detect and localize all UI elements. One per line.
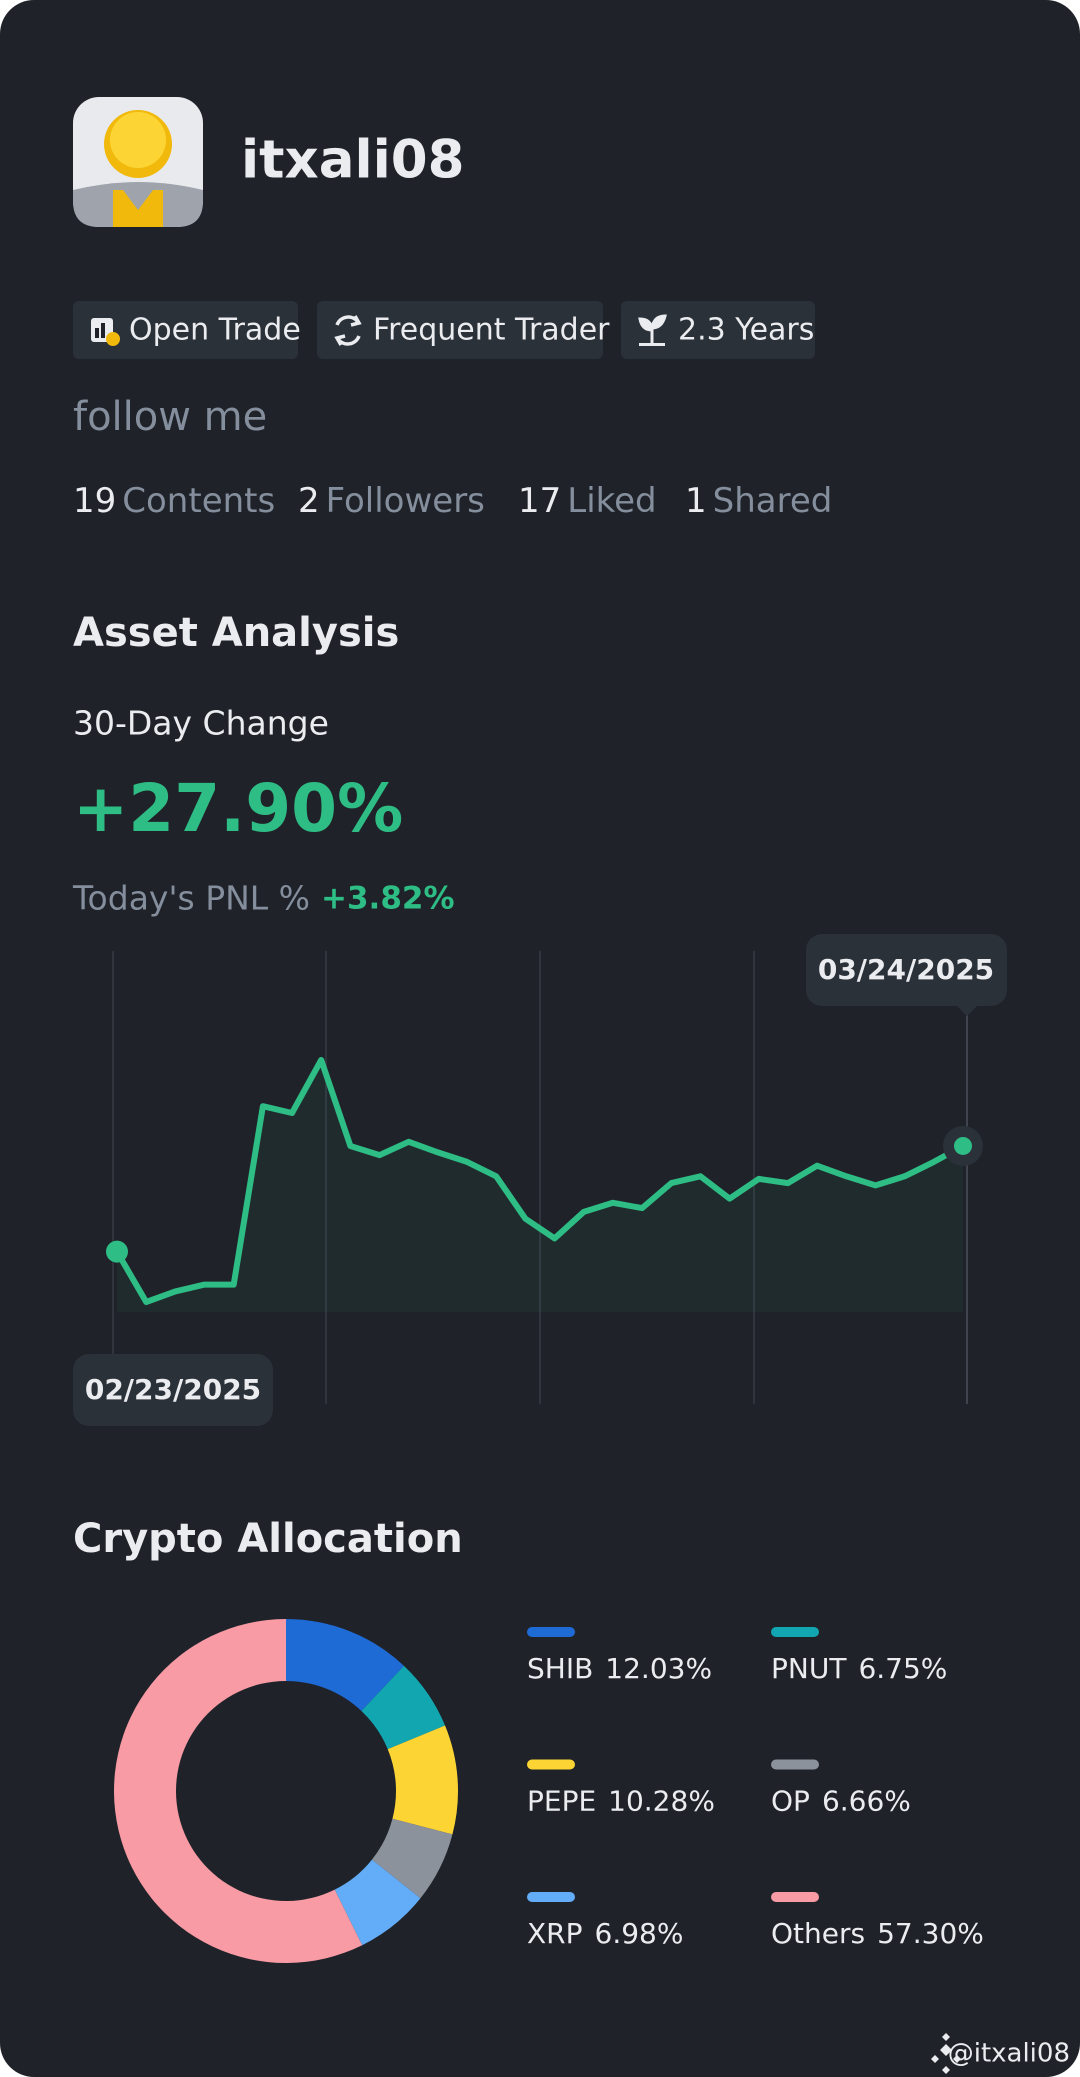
legend-swatch xyxy=(771,1892,819,1902)
badge-icon xyxy=(638,314,667,346)
bio: follow me xyxy=(73,394,267,440)
legend-swatch xyxy=(527,1759,575,1770)
line xyxy=(114,1057,966,1305)
stat-count: 1 xyxy=(685,481,707,521)
tooltip xyxy=(73,1354,273,1426)
stat-count: 2 xyxy=(298,481,320,521)
legend-value: 12.03% xyxy=(605,1652,712,1685)
legend-value: 10.28% xyxy=(608,1785,715,1818)
legend-value: 6.75% xyxy=(858,1652,947,1685)
line-chart xyxy=(106,951,983,1404)
stats: 17 Liked xyxy=(518,481,657,521)
section-title: Asset Analysis xyxy=(73,610,399,656)
legend-value: 57.30% xyxy=(877,1917,984,1950)
donut-slice xyxy=(371,1818,453,1899)
donut-chart xyxy=(113,1619,458,1963)
donut-slice xyxy=(113,1619,363,1963)
donut-slice xyxy=(387,1725,458,1835)
legend-entry: SHIB 12.03% xyxy=(527,1652,712,1685)
badge-icon xyxy=(334,315,362,346)
section-title: Crypto Allocation xyxy=(73,1516,463,1562)
legend-name: XRP xyxy=(527,1917,583,1950)
legend: SHIB 12.03% PNUT 6.75% PEPE 10.28% OP 6.66% XRP 6… xyxy=(527,1627,984,1950)
stat-count: 19 xyxy=(73,481,116,521)
legend-name: SHIB xyxy=(527,1652,593,1685)
badge xyxy=(73,301,298,359)
stat-count: 17 xyxy=(518,481,561,521)
legend-entry: XRP 6.98% xyxy=(527,1917,683,1950)
badge-icon xyxy=(91,318,120,346)
start-date: 02/23/2025 xyxy=(85,1373,261,1406)
badge xyxy=(317,301,603,359)
legend-name: PNUT xyxy=(771,1652,847,1685)
change-label: 30-Day Change xyxy=(73,704,329,743)
stats: 1 Shared xyxy=(685,481,832,521)
donut-slice xyxy=(334,1859,421,1946)
badge-label: Open Trade xyxy=(129,313,301,348)
watermark-icon xyxy=(931,2033,961,2074)
pnl-label: Today's PNL % xyxy=(72,879,310,918)
donut-slice xyxy=(361,1665,446,1750)
stats: 19 Contents xyxy=(73,481,275,521)
avatar xyxy=(73,97,203,227)
legend-entry: PNUT 6.75% xyxy=(771,1652,947,1685)
legend-name: PEPE xyxy=(527,1785,596,1818)
badge-label: Frequent Trader xyxy=(373,313,610,348)
stat-label: Shared xyxy=(713,481,833,521)
pnl-value: +3.82% xyxy=(321,881,455,917)
tooltip xyxy=(806,934,1007,1006)
badge xyxy=(621,301,815,359)
legend-swatch xyxy=(771,1759,819,1770)
end-point xyxy=(954,1136,972,1155)
legend-name: Others xyxy=(771,1917,865,1950)
legend-value: 6.98% xyxy=(595,1917,684,1950)
legend-name: OP xyxy=(771,1785,810,1818)
legend-entry: PEPE 10.28% xyxy=(527,1785,715,1818)
stat-label: Contents xyxy=(122,481,275,521)
legend-swatch xyxy=(527,1892,575,1902)
line-area xyxy=(117,1060,963,1312)
legend-swatch xyxy=(527,1627,575,1637)
legend-swatch xyxy=(771,1627,819,1637)
legend-entry: OP 6.66% xyxy=(771,1785,911,1818)
stat-label: Liked xyxy=(567,481,656,521)
legend-entry: Others 57.30% xyxy=(771,1917,984,1950)
stats: 2 Followers xyxy=(298,481,485,521)
username: itxali08 xyxy=(241,130,465,191)
start-point xyxy=(106,1240,128,1263)
badge-label: 2.3 Years xyxy=(678,313,814,348)
change-value: +27.90% xyxy=(73,770,403,847)
tooltip-arrow xyxy=(957,1006,977,1016)
watermark: @itxali08 xyxy=(948,2039,1070,2069)
donut-slice xyxy=(286,1619,404,1711)
stat-label: Followers xyxy=(326,481,485,521)
legend-value: 6.66% xyxy=(822,1785,911,1818)
end-date: 03/24/2025 xyxy=(818,953,994,986)
